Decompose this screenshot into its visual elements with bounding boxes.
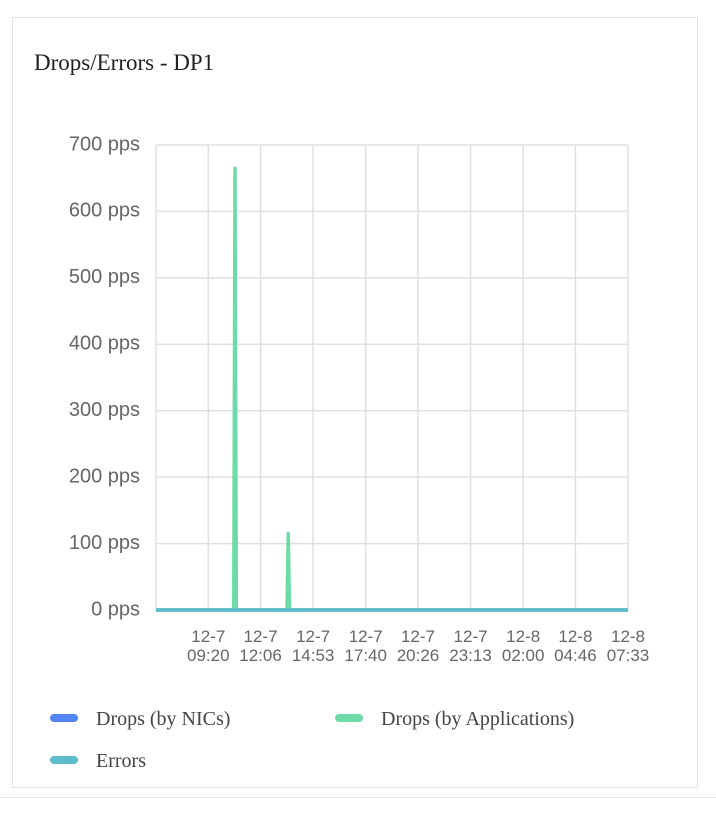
legend-marker [335,714,363,722]
y-tick-label: 200 pps [69,465,140,487]
chart-title: Drops/Errors - DP1 [34,50,215,75]
y-tick-label: 100 pps [69,532,140,554]
legend-label: Drops (by Applications) [381,708,575,730]
legend-label: Drops (by NICs) [96,708,231,730]
x-tick-label: 12-7 17:40 [344,627,387,665]
legend-label: Errors [96,750,146,772]
legend-marker [50,714,78,722]
y-tick-label: 400 pps [69,333,140,355]
y-tick-label: 700 pps [69,133,140,155]
card [12,17,698,788]
y-tick-label: 500 pps [69,266,140,288]
x-tick-label: 12-7 20:26 [396,627,440,665]
y-tick-label: 600 pps [69,200,140,222]
x-tick-label: 12-8 07:33 [606,627,650,665]
y-tick-label: 0 pps [91,598,140,620]
x-tick-label: 12-7 14:53 [291,627,335,665]
x-tick-label: 12-7 12:06 [239,627,282,665]
x-tick-label: 12-8 04:46 [554,627,597,665]
divider [0,797,716,798]
x-tick-label: 12-7 23:13 [449,627,492,665]
x-tick-label: 12-7 09:20 [186,627,230,665]
x-tick-label: 12-8 02:00 [501,627,545,665]
y-tick-label: 300 pps [69,399,140,421]
legend-marker [50,756,78,764]
